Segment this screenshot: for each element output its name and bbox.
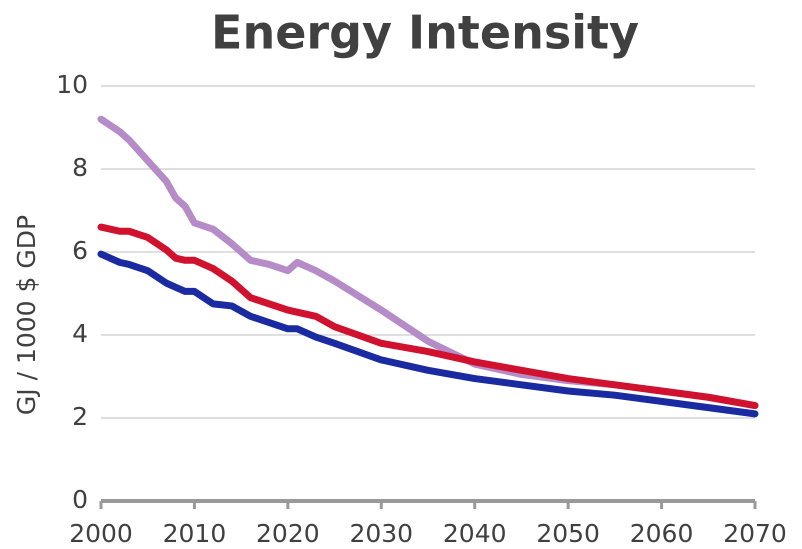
chart-title: Energy Intensity <box>211 6 639 60</box>
x-tick-label: 2030 <box>349 519 413 548</box>
x-tick-label: 2020 <box>256 519 320 548</box>
x-tick-label: 2040 <box>443 519 507 548</box>
y-tick-label: 6 <box>72 236 88 265</box>
x-tick-label: 2050 <box>536 519 600 548</box>
line-series <box>97 250 759 418</box>
x-tick-label: 2010 <box>163 519 227 548</box>
y-tick-label: 2 <box>72 402 88 431</box>
line-series <box>97 223 759 410</box>
y-axis-label: GJ / 1000 $ GDP <box>12 215 41 415</box>
y-tick-label: 4 <box>72 319 88 348</box>
y-tick-label: 8 <box>72 153 88 182</box>
x-tick-label: 2000 <box>69 519 133 548</box>
x-tick-label: 2060 <box>630 519 694 548</box>
y-tick-label: 0 <box>72 485 88 514</box>
x-tick-label: 2070 <box>723 519 787 548</box>
y-tick-label: 10 <box>56 70 88 99</box>
